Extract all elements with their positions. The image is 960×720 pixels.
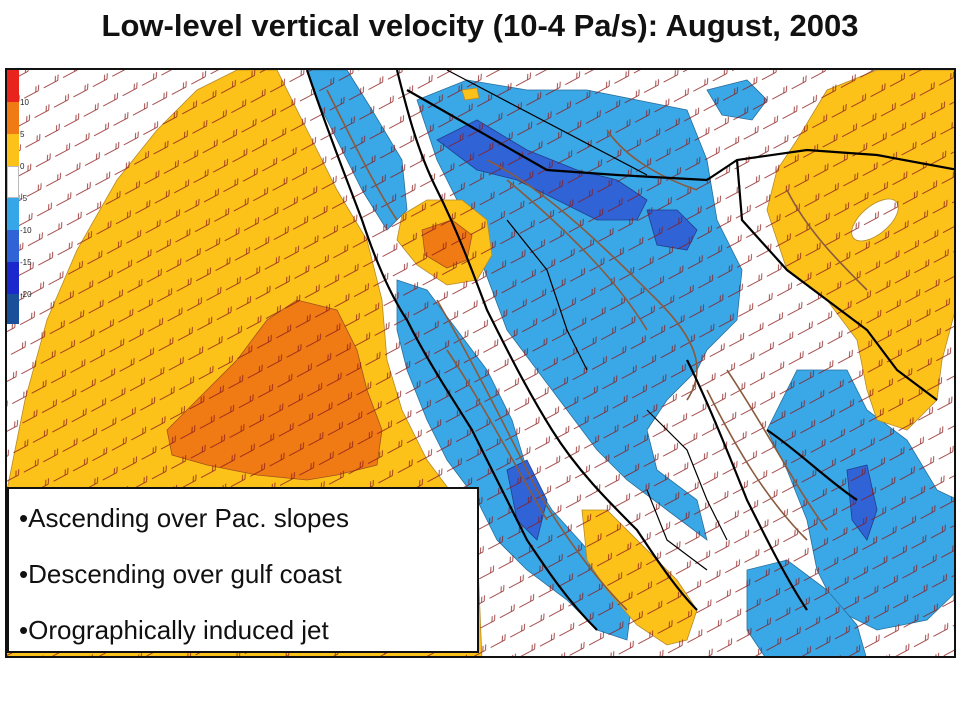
legend-label-minus20: -20 <box>20 290 32 299</box>
legend-swatch-minus15 <box>7 230 19 262</box>
topography-contours <box>326 89 868 611</box>
legend-swatch-10 <box>7 70 19 102</box>
legend-swatch-minus10 <box>7 198 19 230</box>
legend-label-minus10: -10 <box>20 226 32 235</box>
legend-swatch-5 <box>7 102 19 134</box>
state-borders <box>446 70 728 571</box>
legend-label-5: 5 <box>20 130 25 139</box>
legend-label-minus5: -5 <box>20 194 28 203</box>
bullet-descending: •Descending over gulf coast <box>19 559 342 589</box>
coastlines-and-borders <box>305 70 954 631</box>
legend-swatch-0 <box>7 134 19 166</box>
legend-swatch-min <box>7 294 19 324</box>
legend-swatch-minus5 <box>7 166 19 198</box>
legend-label-10: 10 <box>20 98 29 107</box>
color-legend: 10 5 0 -5 -10 -15 -20 <box>7 70 32 324</box>
legend-label-minus15: -15 <box>20 258 32 267</box>
findings-textbox: •Ascending over Pac. slopes •Descending … <box>7 487 479 653</box>
slide-title: Low-level vertical velocity (10-4 Pa/s):… <box>101 8 859 43</box>
legend-swatch-minus20 <box>7 262 19 294</box>
legend-label-0: 0 <box>20 162 25 171</box>
bullet-ascending: •Ascending over Pac. slopes <box>19 503 349 533</box>
bullet-jet: •Orographically induced jet <box>19 615 329 645</box>
